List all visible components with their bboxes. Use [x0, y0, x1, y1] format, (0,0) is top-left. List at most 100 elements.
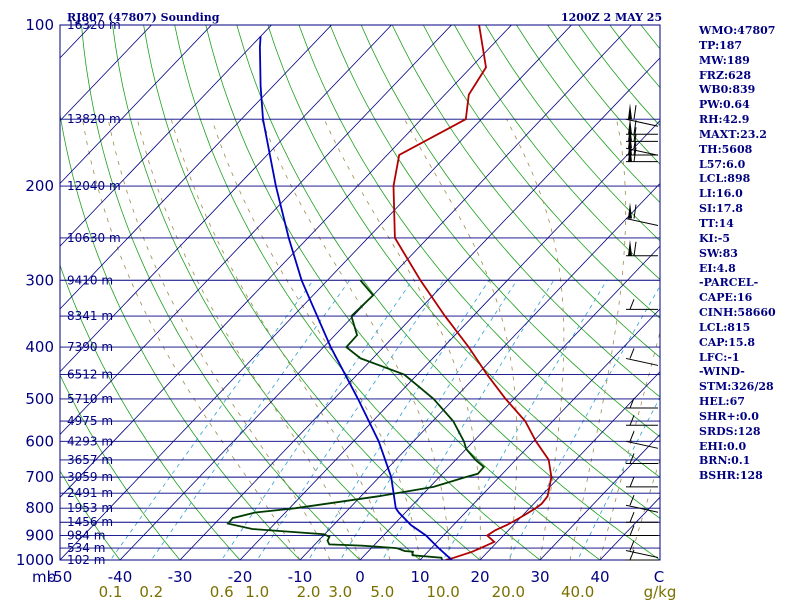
pressure-tick-label: 400	[25, 338, 54, 356]
height-label: 984 m	[67, 529, 105, 543]
height-label: 1456 m	[67, 515, 113, 529]
dry-adiabat	[174, 25, 541, 560]
mixing-ratio-label: 0.2	[139, 583, 163, 600]
temperature-tick-label: 20	[470, 568, 489, 586]
index-item: LCL:898	[699, 172, 751, 186]
mixing-ratio-line	[577, 396, 660, 560]
dry-adiabat	[60, 263, 241, 560]
chart-profiles	[226, 25, 553, 560]
index-item: SRDS:128	[699, 424, 761, 438]
index-item: LI:16.0	[699, 187, 743, 201]
isotherm	[299, 182, 660, 560]
index-item: -PARCEL-	[699, 276, 759, 290]
dry-adiabat	[143, 25, 481, 560]
index-item: CAP:15.8	[699, 335, 756, 349]
dry-adiabat	[112, 25, 421, 560]
mixing-ratio-label: 5.0	[370, 583, 394, 600]
moist-adiabat	[82, 119, 301, 560]
dry-adiabat	[236, 25, 660, 560]
index-item: CINH:58660	[699, 306, 776, 320]
wind-barb-staff	[625, 440, 659, 449]
mixing-ratio-label: 3.0	[328, 583, 352, 600]
height-label: 1953 m	[67, 501, 113, 515]
wind-barb	[626, 397, 658, 409]
mixing-ratio-label: 10.0	[426, 583, 459, 600]
moist-adiabat	[170, 119, 391, 560]
mixing-ratio-line	[256, 280, 445, 560]
index-item: WMO:47807	[699, 24, 776, 37]
mixing-ratio-label: 40.0	[561, 583, 594, 600]
height-label: 102 m	[67, 553, 105, 567]
wind-barb-feather	[629, 476, 635, 488]
height-label: 4975 m	[67, 414, 113, 428]
index-item: -WIND-	[699, 365, 745, 379]
wind-barb-feather	[629, 453, 635, 464]
index-item: SHR+:0.0	[699, 409, 759, 423]
pressure-axis-label: mb	[32, 568, 56, 586]
temperature-tick-label: 30	[530, 568, 549, 586]
isotherm	[359, 245, 660, 560]
dry-adiabat	[267, 25, 660, 519]
index-item: SW:83	[699, 246, 738, 260]
wind-barb-staff	[625, 218, 659, 227]
pressure-tick-label: 800	[25, 499, 54, 517]
wind-barb-feather	[633, 140, 637, 156]
isotherm	[60, 25, 573, 560]
wind-barb	[626, 299, 658, 310]
isotherm	[60, 25, 213, 185]
index-item: CAPE:16	[699, 291, 753, 305]
wind-barb-staff	[625, 357, 659, 366]
height-label: 3059 m	[67, 470, 113, 484]
isotherm	[419, 308, 660, 560]
index-item: PW:0.64	[699, 98, 750, 112]
mixing-ratio-label: 0.6	[210, 583, 234, 600]
mixing-ratio-line	[442, 280, 608, 560]
temperature-profile	[392, 25, 553, 560]
index-item: TH:5608	[699, 142, 753, 156]
temperature-tick-label: 40	[590, 568, 609, 586]
wind-barb-flag	[628, 202, 632, 219]
height-label: 10630 m	[67, 231, 121, 245]
wind-barb	[626, 453, 658, 464]
indices-panel: WMO:47807 TP:187 MW:189 FRZ:628 WB0:839 PW:0.…	[699, 24, 799, 484]
dry-adiabat	[60, 373, 181, 560]
isotherm	[479, 371, 660, 560]
wind-barb-staff	[625, 504, 659, 513]
index-item: MAXT:23.2	[699, 127, 767, 141]
mixing-ratio-line	[150, 280, 350, 560]
index-item: LCL:815	[699, 320, 751, 334]
index-item: WB0:839	[699, 83, 756, 97]
moist-adiabat	[404, 119, 518, 560]
mixing-ratio-line	[507, 285, 660, 560]
index-item: SI:17.8	[699, 202, 743, 216]
index-item: HEL:67	[699, 395, 745, 409]
dry-adiabat	[329, 25, 660, 438]
height-label: 7390 m	[67, 340, 113, 354]
parcel-profile	[258, 36, 453, 560]
wind-barb	[625, 348, 659, 366]
dry-adiabat	[391, 25, 660, 358]
wind-barb	[625, 103, 659, 127]
dry-adiabat	[454, 25, 660, 281]
index-item: RH:42.9	[699, 113, 750, 127]
isotherm	[60, 25, 273, 247]
isotherm	[60, 25, 393, 373]
dry-adiabat	[60, 111, 301, 560]
wind-barb	[626, 549, 658, 561]
wind-barb-flag	[628, 239, 632, 256]
mixing-ratio-label: 2.0	[297, 583, 321, 600]
wind-barb-feather	[629, 415, 635, 426]
pressure-tick-label: 500	[25, 390, 54, 408]
moist-adiabat	[261, 119, 451, 560]
moist-adiabat	[569, 119, 627, 560]
index-item: TP:187	[699, 38, 743, 52]
index-item: BRN:0.1	[699, 454, 751, 468]
temperature-tick-label: -20	[228, 568, 253, 586]
pressure-tick-label: 900	[25, 527, 54, 545]
station-title: RJ807 (47807) Sounding	[67, 11, 220, 24]
isotherm	[179, 57, 660, 560]
mixing-ratio-label: 1.0	[245, 583, 269, 600]
